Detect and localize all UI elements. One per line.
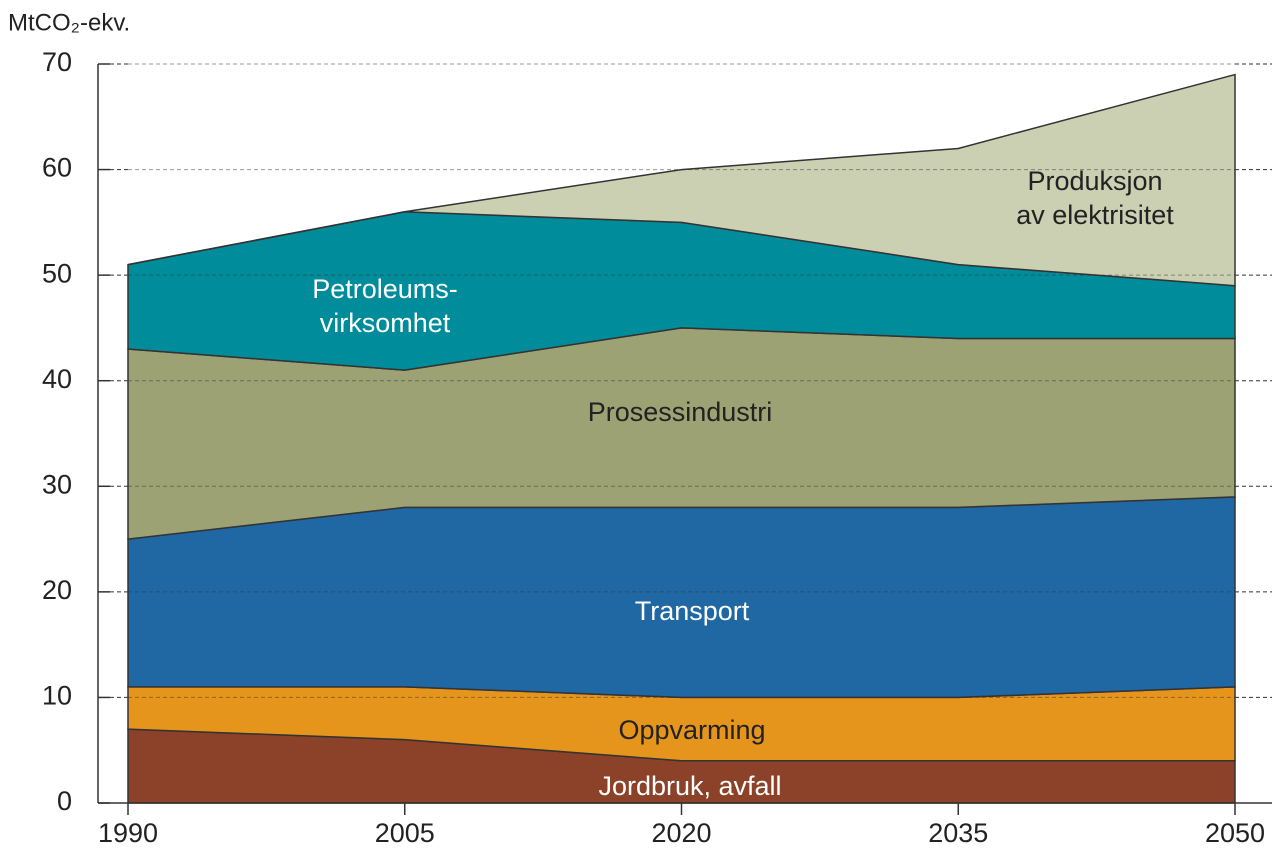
area-label: virksomhet — [320, 308, 451, 338]
y-axis-label: MtCO₂-ekv. — [8, 9, 130, 36]
area-label: Prosessindustri — [588, 397, 773, 427]
x-tick-label: 2005 — [375, 818, 435, 848]
y-tick-label: 0 — [57, 786, 72, 816]
y-tick-label: 70 — [42, 47, 72, 77]
y-tick-label: 30 — [42, 469, 72, 499]
x-tick-label: 1990 — [98, 818, 158, 848]
area-label: Petroleums- — [312, 274, 458, 304]
x-tick-label: 2020 — [651, 818, 711, 848]
y-tick-label: 60 — [42, 153, 72, 183]
area-label: av elektrisitet — [1016, 200, 1174, 230]
area-label: Jordbruk, avfall — [598, 771, 781, 801]
area-label: Oppvarming — [618, 715, 765, 745]
y-tick-label: 10 — [42, 681, 72, 711]
y-tick-label: 50 — [42, 258, 72, 288]
area-label: Transport — [635, 596, 750, 626]
area-label: Produksjon — [1027, 166, 1162, 196]
y-tick-label: 20 — [42, 575, 72, 605]
x-tick-label: 2035 — [928, 818, 988, 848]
area — [127, 73, 1236, 287]
y-tick-label: 40 — [42, 364, 72, 394]
x-tick-label: 2050 — [1205, 818, 1265, 848]
